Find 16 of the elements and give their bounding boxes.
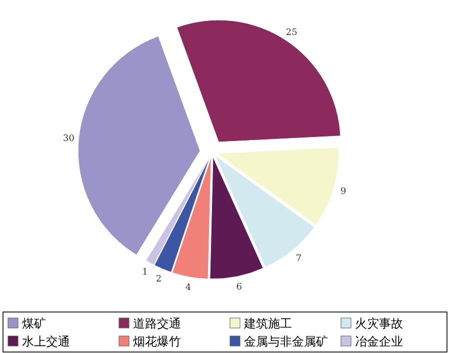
legend-label: 水上交通 — [22, 334, 70, 348]
legend-label: 金属与非金属矿 — [244, 334, 328, 348]
legend-label: 烟花爆竹 — [133, 334, 181, 348]
data-label: 6 — [236, 282, 242, 292]
data-label: 9 — [340, 186, 347, 197]
legend-label: 冶金企业 — [355, 334, 403, 348]
data-label: 2 — [156, 274, 162, 284]
legend-label: 道路交通 — [133, 316, 181, 330]
legend-label: 建筑施工 — [243, 316, 292, 330]
data-label: 4 — [185, 283, 192, 294]
legend-label: 火灾事故 — [355, 316, 403, 330]
data-label: 30 — [62, 134, 75, 144]
data-label: 25 — [286, 28, 298, 38]
data-label: 1 — [142, 268, 148, 278]
legend-label: 煤矿 — [22, 316, 46, 330]
data-label: 7 — [296, 254, 302, 264]
